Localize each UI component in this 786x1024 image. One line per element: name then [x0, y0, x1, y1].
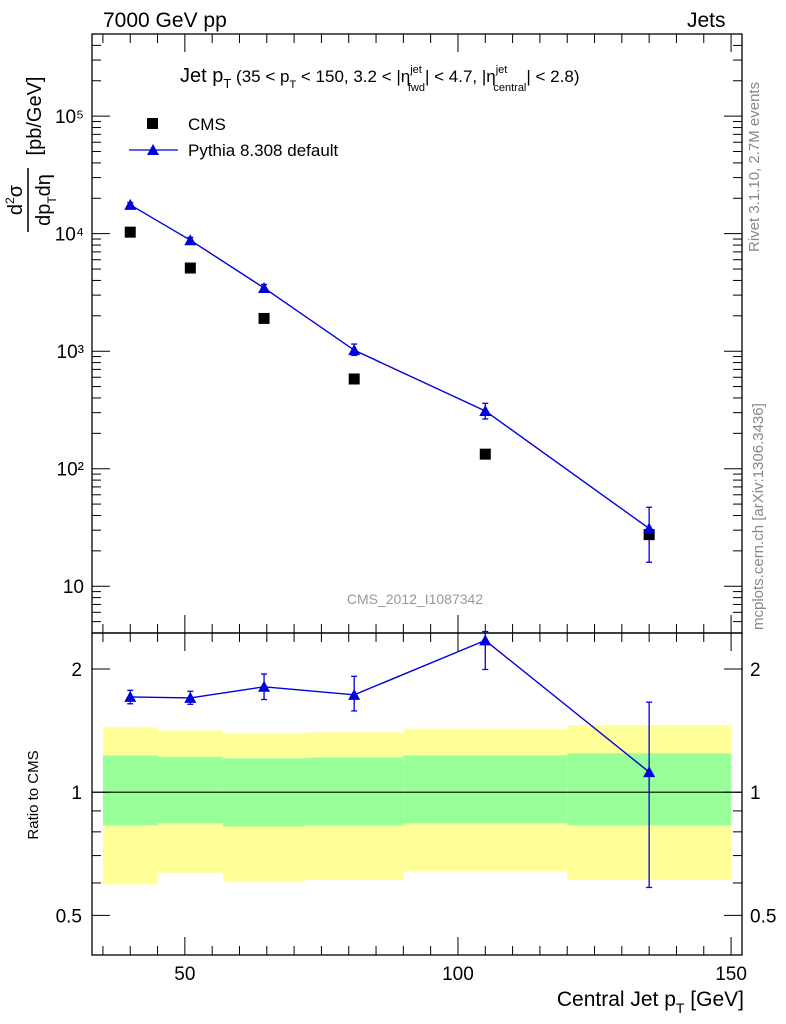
axes: 10 10² 10³ 10⁴ 10⁵ 50 100 150 0.5 0.5 1 1 2 2	[55, 33, 776, 985]
ratio-frame	[91, 632, 743, 956]
band-inner-3	[305, 757, 404, 826]
main-data	[124, 198, 656, 563]
pythia-point	[184, 234, 197, 246]
ratio-line	[130, 639, 650, 773]
legend-pythia-label: Pythia 8.308 default	[188, 141, 339, 160]
pythia-line	[129, 204, 650, 530]
ratio-point	[258, 680, 271, 692]
main-ytick-label: 10⁵	[55, 107, 84, 128]
ratio-ylabel: Ratio to CMS	[25, 750, 42, 839]
legend-cms-marker	[147, 118, 158, 129]
main-ytick-label: 10⁴	[55, 225, 84, 246]
band-inner-1	[157, 756, 224, 824]
band-inner-4	[403, 755, 568, 824]
cms-point	[258, 312, 270, 324]
svg-text:[pb/GeV]: [pb/GeV]	[24, 77, 46, 156]
pythia-point	[258, 281, 271, 293]
main-ytick-label: 10²	[57, 460, 84, 481]
ratio-ytick-label-left: 1	[71, 783, 82, 804]
main-ytick-label: 10	[63, 577, 84, 598]
ratio-point	[124, 690, 137, 702]
pythia-point	[643, 522, 656, 534]
ratio-ytick-label-right: 2	[750, 660, 761, 681]
analysis-watermark: CMS_2012_I1087342	[347, 591, 483, 607]
main-ylabel: d2σ dpTdη [pb/GeV]	[3, 77, 59, 232]
cms-point	[184, 262, 196, 274]
ratio-ytick-label-left: 2	[71, 660, 82, 681]
ratio-point	[184, 691, 197, 703]
ratio-ytick-label-right: 1	[750, 783, 761, 804]
xlabel: Central Jet pT [GeV]	[557, 988, 744, 1016]
ratio-point	[348, 688, 361, 700]
xtick-label: 100	[442, 964, 474, 985]
xtick-label: 150	[715, 964, 747, 985]
main-ytick-label: 10³	[57, 342, 84, 363]
legend-cms-label: CMS	[188, 115, 226, 134]
cms-point	[479, 448, 491, 460]
ratio-ytick-label-right: 0.5	[750, 906, 776, 927]
ratio-point	[643, 766, 656, 778]
legend-pythia-marker	[147, 144, 159, 155]
cms-point	[643, 529, 655, 541]
pythia-point	[124, 198, 137, 210]
cms-point	[124, 226, 136, 238]
header-left: 7000 GeV pp	[103, 9, 227, 32]
header-right: Jets	[687, 9, 726, 32]
ratio-bands	[102, 724, 732, 885]
pythia-point	[348, 344, 361, 356]
svg-text:dpTdη: dpTdη	[33, 174, 59, 226]
legend: CMS Pythia 8.308 default	[129, 115, 339, 160]
ratio-data	[124, 630, 656, 889]
svg-text:d2σ: d2σ	[3, 184, 27, 215]
pythia-point	[479, 404, 492, 416]
band-inner-0	[102, 755, 158, 826]
main-title: Jet pT (35 < pT < 150, 3.2 < |ηjet fwd| <…	[180, 64, 579, 94]
cms-point	[348, 373, 360, 385]
ratio-point	[479, 634, 492, 646]
ratio-ytick-label-left: 0.5	[56, 906, 82, 927]
xtick-label: 50	[174, 964, 195, 985]
